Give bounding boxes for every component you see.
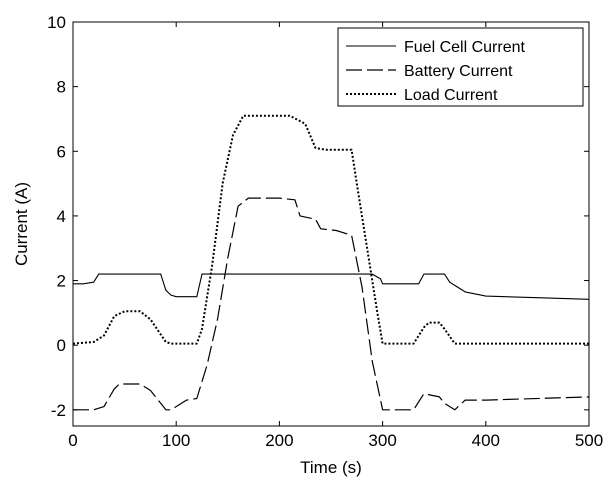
x-tick-label: 400 — [472, 431, 500, 450]
y-tick-label: 2 — [57, 272, 66, 291]
x-tick-label: 300 — [368, 431, 396, 450]
plot-frame — [72, 21, 590, 427]
y-tick-label: -2 — [51, 401, 66, 420]
legend-label: Fuel Cell Current — [404, 39, 525, 56]
series-line-battery-current — [73, 197, 590, 411]
y-tick-label: 6 — [57, 142, 66, 161]
x-tick-label: 200 — [265, 431, 293, 450]
x-axis-title: Time (s) — [300, 458, 362, 477]
y-axis-title: Current (A) — [12, 182, 31, 266]
x-tick-label: 100 — [162, 431, 190, 450]
y-tick-label: 4 — [57, 207, 66, 226]
y-tick-label: 10 — [47, 13, 66, 32]
series-layer — [72, 114, 590, 411]
x-tick-label: 0 — [68, 431, 77, 450]
legend-items: Fuel Cell Current Battery Current Load Cur… — [346, 39, 525, 104]
y-tick-label: 8 — [57, 78, 66, 97]
series-line-fuel-cell-current — [73, 273, 590, 300]
legend-label: Load Current — [404, 87, 498, 104]
legend: Fuel Cell Current Battery Current Load Cur… — [337, 27, 584, 107]
y-tick-label: 0 — [57, 336, 66, 355]
x-tick-label: 500 — [575, 431, 603, 450]
legend-label: Battery Current — [404, 63, 513, 80]
